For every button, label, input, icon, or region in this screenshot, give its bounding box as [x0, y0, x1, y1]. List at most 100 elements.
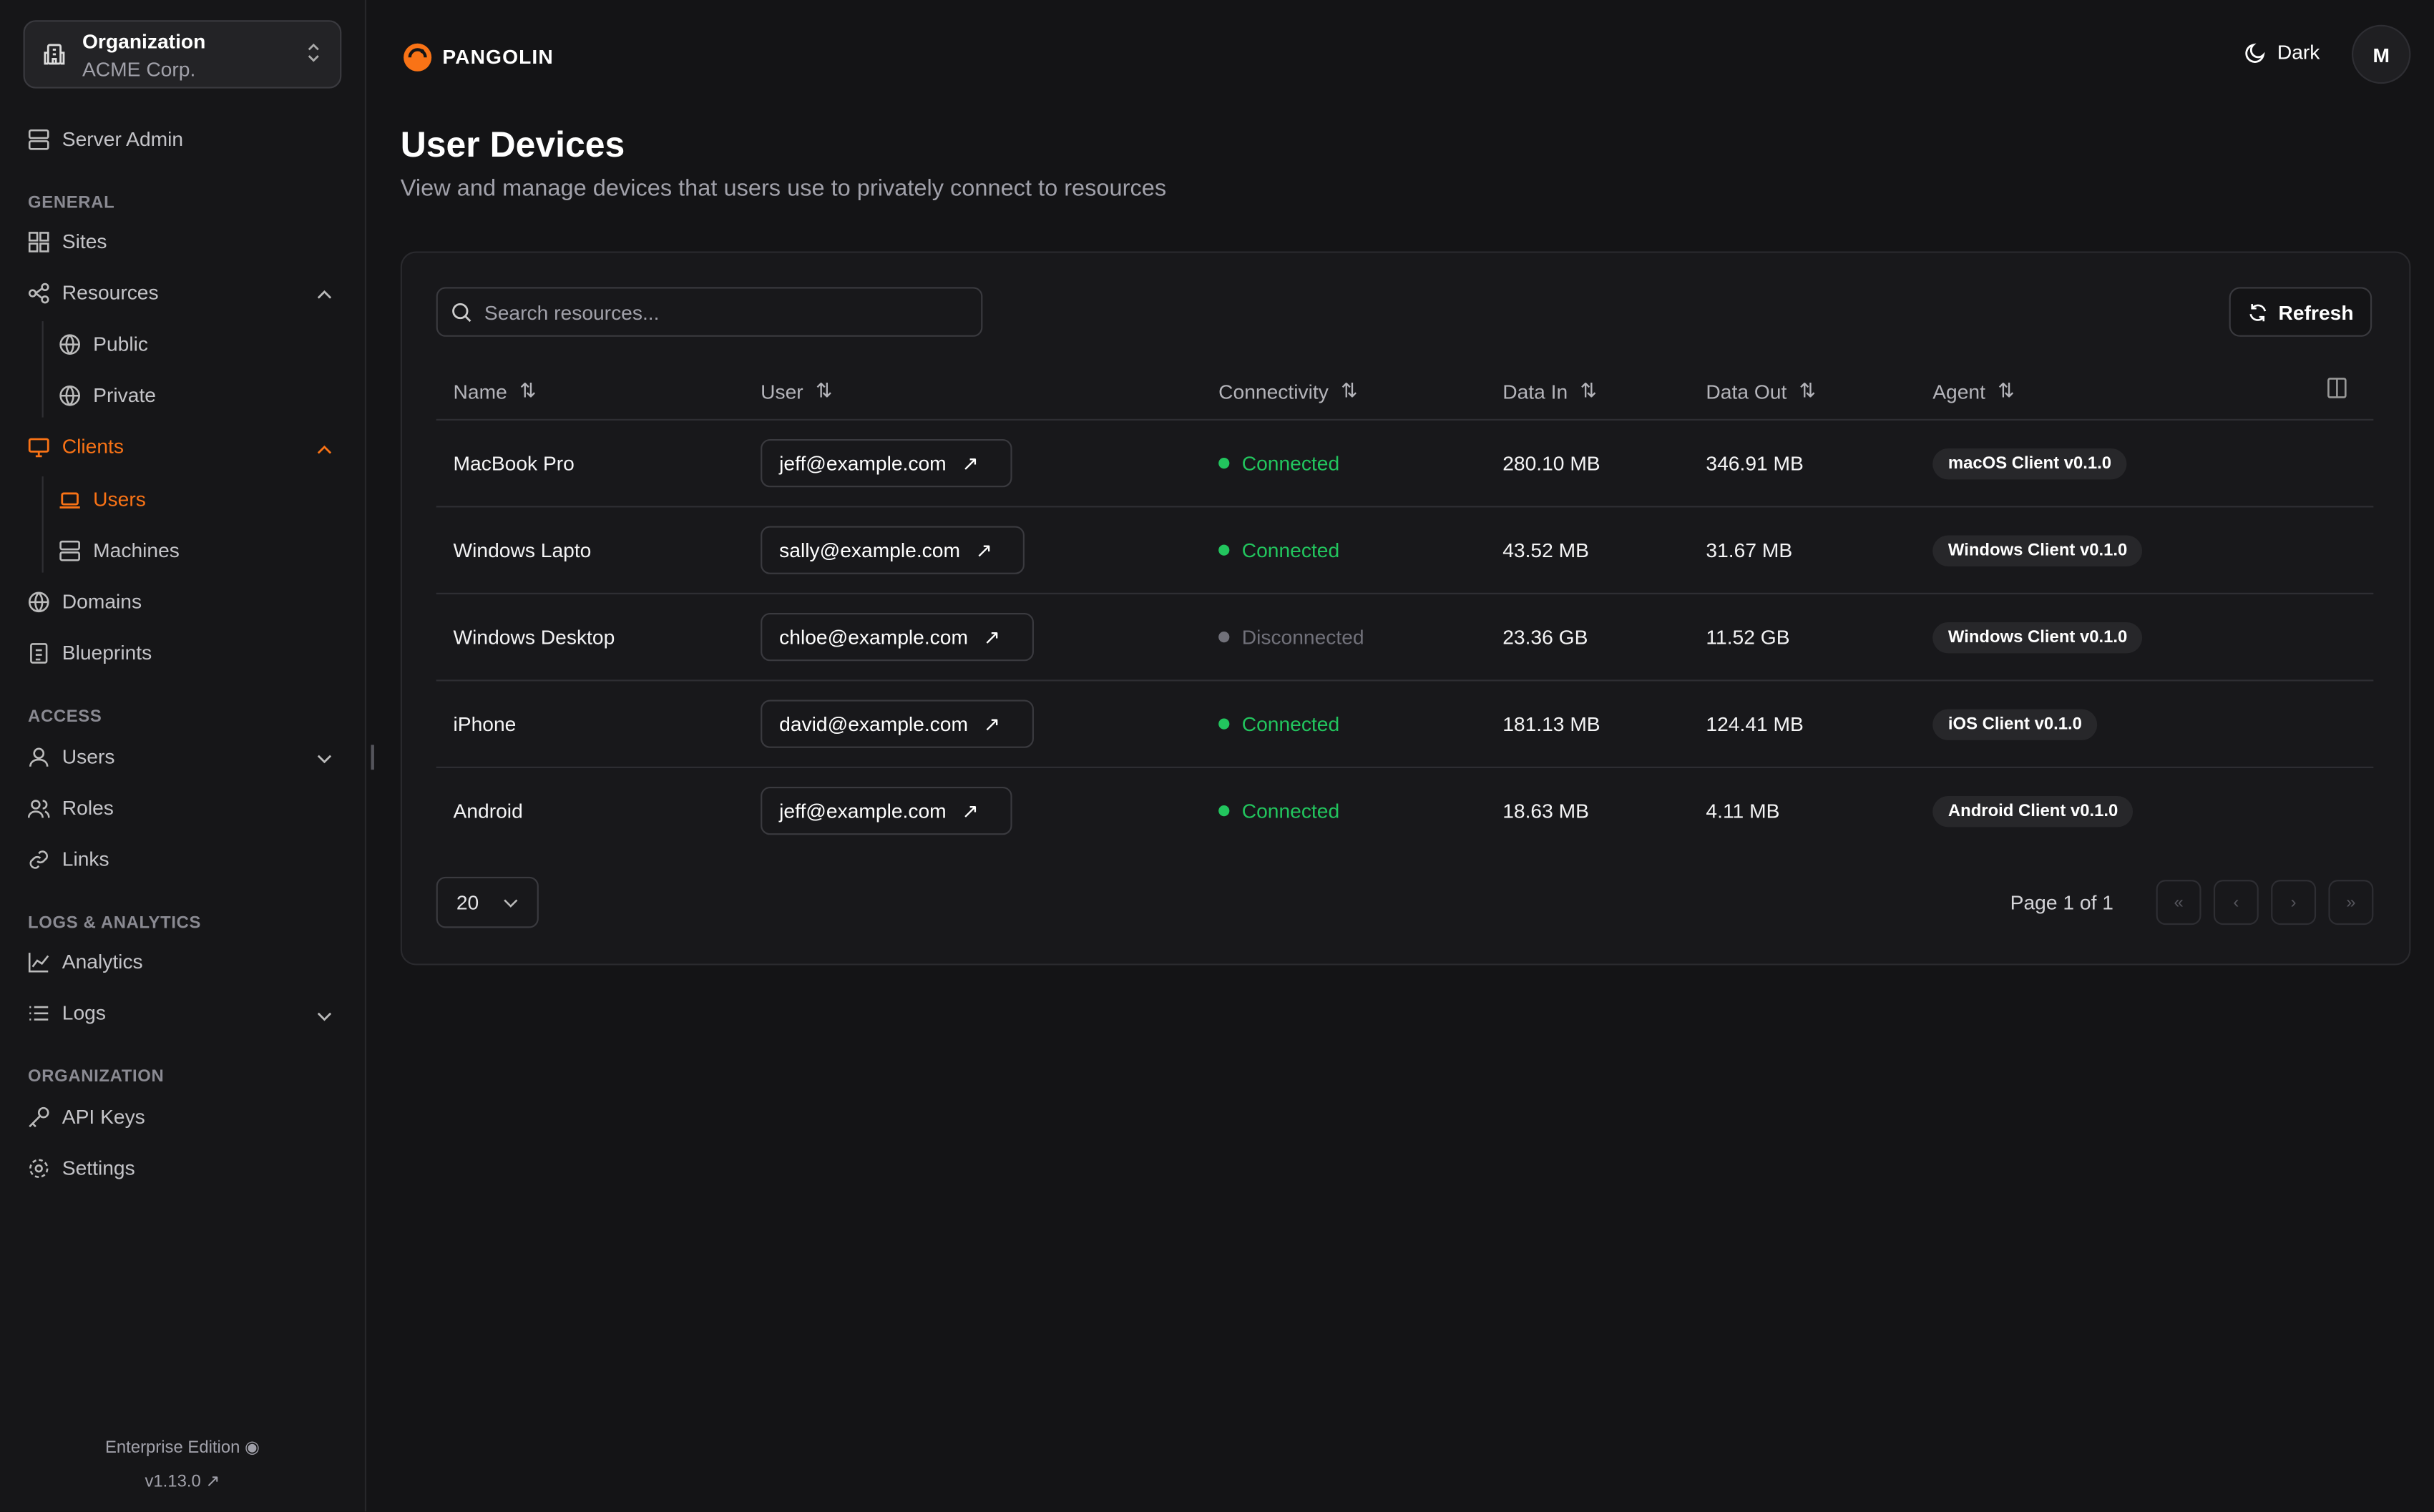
column-header-user[interactable]: User ⇅: [761, 378, 833, 403]
user-email: chloe@example.com: [779, 625, 968, 649]
page-size-select[interactable]: 20: [436, 876, 539, 928]
users-icon: [28, 799, 50, 818]
user-link-button[interactable]: jeff@example.com ↗: [761, 439, 1012, 488]
sidebar-item-private[interactable]: Private: [59, 383, 156, 407]
chevrons-up-down-icon: [308, 43, 319, 62]
version[interactable]: v1.13.0 ↗: [0, 1471, 365, 1491]
user-email: jeff@example.com: [779, 451, 947, 475]
device-name: Windows Desktop: [453, 625, 615, 649]
user-link-button[interactable]: jeff@example.com ↗: [761, 787, 1012, 835]
status-label: Connected: [1241, 538, 1340, 562]
column-header-agent[interactable]: Agent ⇅: [1932, 378, 2015, 403]
sidebar-item-api-keys[interactable]: API Keys: [28, 1105, 145, 1128]
server-icon: [59, 539, 80, 561]
user-link-button[interactable]: chloe@example.com ↗: [761, 613, 1034, 662]
data-out: 124.41 MB: [1706, 712, 1804, 736]
chevron-down-icon[interactable]: [315, 1010, 333, 1022]
data-out: 31.67 MB: [1706, 538, 1793, 562]
sidebar-item-resources[interactable]: Resources: [28, 280, 159, 305]
search-input[interactable]: Search resources...: [436, 287, 983, 337]
column-header-connectivity[interactable]: Connectivity ⇅: [1218, 378, 1358, 403]
data-in: 23.36 GB: [1502, 625, 1588, 649]
user-email: david@example.com: [779, 712, 968, 736]
page-info: Page 1 of 1: [2010, 890, 2113, 914]
status-label: Connected: [1241, 799, 1340, 823]
sidebar-item-access-users[interactable]: Users: [28, 745, 114, 768]
label: Machines: [93, 538, 180, 562]
label: Resources: [62, 280, 159, 305]
laptop-icon: [59, 491, 80, 508]
sidebar-item-domains[interactable]: Domains: [28, 589, 142, 613]
brand-logo[interactable]: PANGOLIN: [401, 39, 554, 73]
column-header-name[interactable]: Name ⇅: [454, 378, 537, 403]
sidebar-item-settings[interactable]: Settings: [28, 1156, 135, 1179]
search-icon: [452, 302, 471, 322]
sort-icon: ⇅: [1799, 378, 1817, 402]
last-page-button[interactable]: »: [2328, 880, 2374, 926]
arrow-up-right-icon: ↗: [975, 537, 993, 561]
status-label: Connected: [1241, 712, 1340, 736]
chevrons-right-icon: »: [2346, 893, 2356, 912]
org-switcher[interactable]: Organization ACME Corp.: [23, 20, 342, 89]
sidebar-item-roles[interactable]: Roles: [28, 796, 114, 820]
data-out: 4.11 MB: [1706, 799, 1780, 823]
label: Private: [93, 383, 156, 407]
section-access: ACCESS: [28, 707, 102, 727]
device-name: MacBook Pro: [453, 451, 575, 475]
column-header-data-in[interactable]: Data In ⇅: [1502, 378, 1597, 403]
label: Blueprints: [62, 641, 152, 664]
column-header-data-out[interactable]: Data Out ⇅: [1706, 378, 1816, 403]
connectivity-status: Connected: [1218, 799, 1339, 823]
sidebar-item-analytics[interactable]: Analytics: [28, 950, 143, 973]
sidebar-item-links[interactable]: Links: [28, 848, 109, 870]
divider: [436, 592, 2374, 594]
tree-line: [41, 476, 44, 573]
prev-page-button[interactable]: ‹: [2213, 880, 2259, 926]
user-link-button[interactable]: sally@example.com ↗: [761, 526, 1025, 574]
user-link-button[interactable]: david@example.com ↗: [761, 699, 1034, 748]
data-in: 18.63 MB: [1502, 799, 1589, 823]
refresh-button[interactable]: Refresh: [2229, 287, 2372, 337]
section-logs: LOGS & ANALYTICS: [28, 913, 202, 933]
sort-icon: ⇅: [1341, 378, 1358, 402]
device-name: Android: [453, 799, 523, 823]
data-in: 181.13 MB: [1502, 712, 1600, 736]
chevron-left-icon: ‹: [2233, 893, 2239, 912]
external-link-icon: ↗: [205, 1472, 220, 1492]
status-dot: [1218, 632, 1230, 643]
arrow-up-right-icon: ↗: [983, 624, 1001, 648]
resize-handle[interactable]: [371, 745, 374, 770]
org-name: ACME Corp.: [82, 57, 196, 81]
sidebar-item-logs[interactable]: Logs: [28, 1001, 106, 1024]
columns-icon[interactable]: [2327, 377, 2347, 398]
sidebar-item-clients[interactable]: Clients: [28, 434, 124, 458]
sidebar-item-server-admin[interactable]: Server Admin: [28, 127, 183, 150]
chevron-up-icon[interactable]: [315, 289, 333, 301]
arrow-up-right-icon: ↗: [962, 451, 979, 474]
section-general: GENERAL: [28, 194, 115, 213]
chevron-up-icon[interactable]: [315, 444, 333, 456]
sidebar-item-sites[interactable]: Sites: [28, 230, 107, 253]
user-email: sally@example.com: [779, 538, 960, 562]
theme-toggle[interactable]: Dark: [2244, 40, 2320, 64]
sidebar-item-users[interactable]: Users: [59, 487, 146, 511]
brand-name: PANGOLIN: [442, 44, 554, 68]
edition[interactable]: Enterprise Edition ◉: [0, 1437, 365, 1457]
label: Data In: [1502, 379, 1568, 403]
link-icon: [29, 850, 48, 868]
version-label: v1.13.0: [145, 1472, 201, 1492]
first-page-button[interactable]: «: [2156, 880, 2201, 926]
sidebar-item-blueprints[interactable]: Blueprints: [28, 641, 152, 664]
label: Domains: [62, 589, 142, 614]
sidebar-item-machines[interactable]: Machines: [59, 538, 180, 562]
label: Roles: [62, 796, 114, 820]
status-dot: [1218, 805, 1230, 817]
label: Data Out: [1706, 379, 1787, 403]
divider: [436, 506, 2374, 508]
next-page-button[interactable]: ›: [2271, 880, 2317, 926]
chart-line-icon: [28, 952, 49, 972]
chevron-down-icon[interactable]: [315, 752, 333, 765]
sidebar-item-public[interactable]: Public: [59, 332, 148, 355]
globe-icon: [28, 591, 49, 612]
avatar[interactable]: M: [2352, 24, 2411, 84]
